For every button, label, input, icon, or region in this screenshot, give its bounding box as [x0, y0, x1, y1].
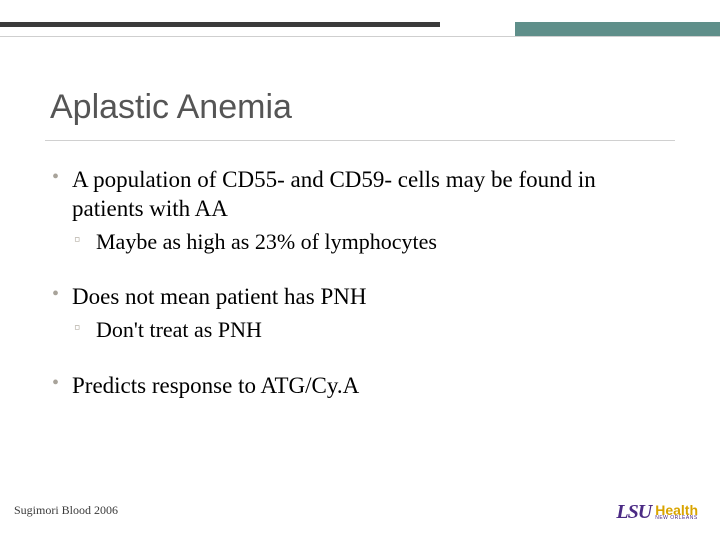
top-bar-teal — [515, 22, 720, 36]
sub-bullet-list: Don't treat as PNH — [72, 316, 670, 345]
top-rule-line — [0, 36, 720, 37]
top-bar-dark — [0, 22, 440, 27]
logo-lsu-text: LSU — [616, 501, 651, 524]
slide-title: Aplastic Anemia — [50, 88, 292, 127]
sub-bullet-item: Maybe as high as 23% of lymphocytes — [72, 228, 670, 257]
sub-bullet-text: Don't treat as PNH — [96, 317, 262, 342]
bullet-text: Predicts response to ATG/Cy.A — [72, 373, 359, 398]
sub-bullet-list: Maybe as high as 23% of lymphocytes — [72, 228, 670, 257]
bullet-text: Does not mean patient has PNH — [72, 284, 366, 309]
bullet-item: Predicts response to ATG/Cy.A — [50, 371, 670, 400]
logo-subtitle: NEW ORLEANS — [655, 516, 698, 520]
lsu-health-logo: LSU Health NEW ORLEANS — [616, 501, 698, 524]
sub-bullet-text: Maybe as high as 23% of lymphocytes — [96, 229, 437, 254]
bullet-list: A population of CD55- and CD59- cells ma… — [50, 165, 670, 400]
title-underline — [45, 140, 675, 141]
bullet-item: Does not mean patient has PNH Don't trea… — [50, 282, 670, 344]
bullet-text: A population of CD55- and CD59- cells ma… — [72, 167, 596, 221]
slide-container: Aplastic Anemia A population of CD55- an… — [0, 0, 720, 540]
bullet-item: A population of CD55- and CD59- cells ma… — [50, 165, 670, 256]
sub-bullet-item: Don't treat as PNH — [72, 316, 670, 345]
logo-health-block: Health NEW ORLEANS — [655, 505, 698, 520]
footnote: Sugimori Blood 2006 — [14, 503, 118, 518]
content-area: A population of CD55- and CD59- cells ma… — [50, 165, 670, 426]
